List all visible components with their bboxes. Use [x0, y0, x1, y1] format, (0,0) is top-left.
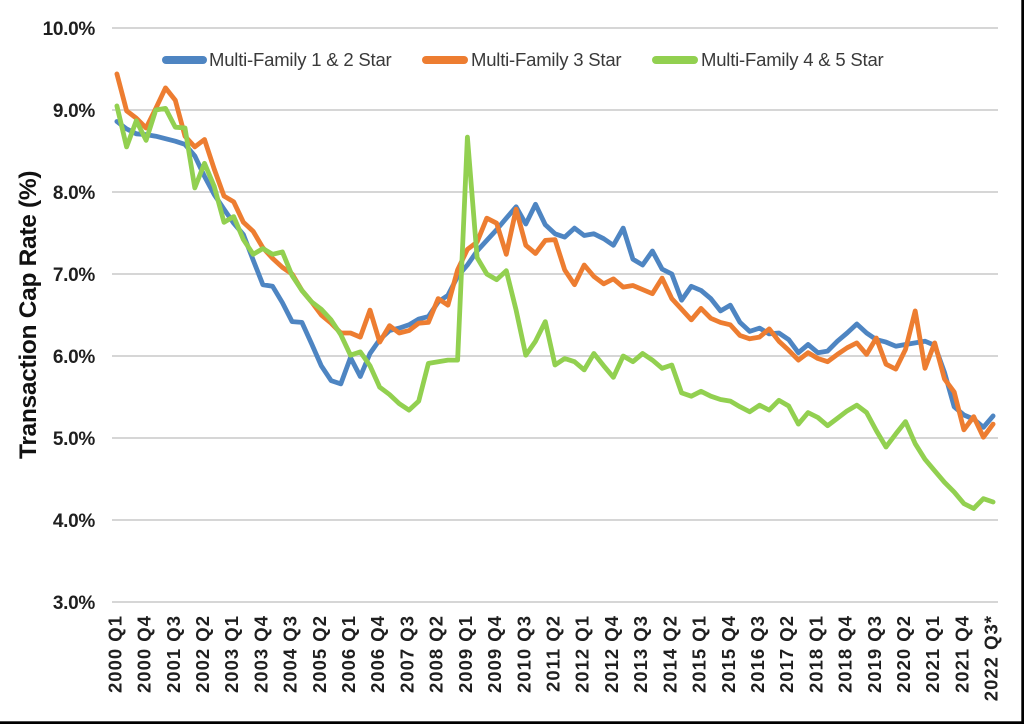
svg-text:2014 Q2: 2014 Q2 — [659, 615, 680, 693]
svg-text:2020 Q2: 2020 Q2 — [893, 615, 914, 693]
svg-text:2006 Q4: 2006 Q4 — [367, 615, 388, 693]
svg-text:2003 Q4: 2003 Q4 — [250, 615, 271, 693]
svg-text:2009 Q1: 2009 Q1 — [455, 615, 476, 693]
svg-text:5.0%: 5.0% — [53, 429, 96, 450]
svg-text:3.0%: 3.0% — [53, 593, 96, 614]
svg-text:2017 Q2: 2017 Q2 — [776, 615, 797, 693]
svg-text:2006 Q1: 2006 Q1 — [338, 615, 359, 693]
svg-text:2021 Q1: 2021 Q1 — [922, 615, 943, 693]
svg-text:2001 Q3: 2001 Q3 — [163, 615, 184, 693]
svg-text:Multi-Family 1 & 2 Star: Multi-Family 1 & 2 Star — [209, 49, 392, 70]
svg-text:7.0%: 7.0% — [53, 265, 96, 286]
svg-text:2005 Q2: 2005 Q2 — [309, 615, 330, 693]
svg-text:2004 Q3: 2004 Q3 — [280, 615, 301, 693]
svg-text:2019 Q3: 2019 Q3 — [864, 615, 885, 693]
svg-text:10.0%: 10.0% — [43, 19, 96, 40]
svg-text:9.0%: 9.0% — [53, 101, 96, 122]
svg-text:2012 Q4: 2012 Q4 — [601, 615, 622, 693]
svg-text:2018 Q1: 2018 Q1 — [805, 615, 826, 693]
svg-text:2016 Q3: 2016 Q3 — [747, 615, 768, 693]
svg-text:2011 Q2: 2011 Q2 — [543, 615, 564, 692]
svg-text:2015 Q1: 2015 Q1 — [689, 615, 710, 693]
svg-text:2000 Q1: 2000 Q1 — [104, 615, 125, 693]
svg-text:2009 Q4: 2009 Q4 — [484, 615, 505, 693]
svg-text:2008 Q2: 2008 Q2 — [426, 615, 447, 693]
svg-text:Transaction Cap Rate (%): Transaction Cap Rate (%) — [15, 171, 42, 459]
svg-text:2013 Q3: 2013 Q3 — [630, 615, 651, 693]
svg-text:2018 Q4: 2018 Q4 — [835, 615, 856, 693]
svg-text:2007 Q3: 2007 Q3 — [397, 615, 418, 693]
svg-text:2010 Q3: 2010 Q3 — [513, 615, 534, 693]
svg-text:6.0%: 6.0% — [53, 347, 96, 368]
svg-text:2015 Q4: 2015 Q4 — [718, 615, 739, 693]
svg-text:Multi-Family 3 Star: Multi-Family 3 Star — [471, 49, 621, 70]
svg-text:4.0%: 4.0% — [53, 511, 96, 532]
svg-text:2012 Q1: 2012 Q1 — [572, 615, 593, 693]
svg-text:2002 Q2: 2002 Q2 — [192, 615, 213, 693]
svg-text:2003 Q1: 2003 Q1 — [221, 615, 242, 693]
svg-text:2021 Q4: 2021 Q4 — [951, 615, 972, 693]
svg-text:Multi-Family 4 & 5 Star: Multi-Family 4 & 5 Star — [701, 49, 884, 70]
svg-text:2022 Q3*: 2022 Q3* — [981, 615, 1002, 701]
svg-text:8.0%: 8.0% — [53, 183, 96, 204]
svg-text:2000 Q4: 2000 Q4 — [134, 615, 155, 693]
